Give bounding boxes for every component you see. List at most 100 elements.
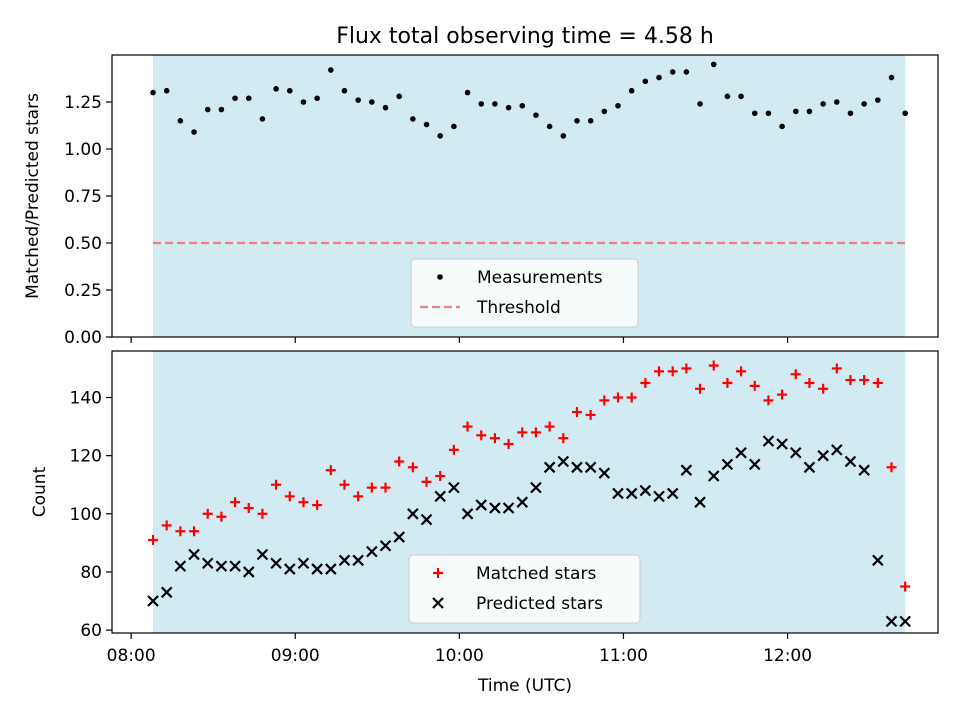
measurement-point [806, 108, 813, 115]
matched-star-point [886, 462, 897, 473]
matched-star-point [695, 383, 706, 394]
measurement-point [587, 118, 594, 124]
matched-star-point [517, 427, 528, 438]
matched-star-point [243, 502, 254, 513]
predicted-star-point [434, 490, 446, 503]
matched-star-point [900, 581, 911, 592]
predicted-legend-marker [432, 597, 444, 609]
predicted-star-point [571, 461, 583, 474]
predicted-star-point [735, 446, 747, 459]
matched-star-point [872, 377, 883, 388]
matched-star-point [462, 421, 473, 432]
matched-star-point [284, 491, 295, 502]
matched-star-point [804, 377, 815, 388]
measurement-point [751, 110, 758, 117]
predicted-star-point [160, 586, 173, 599]
matched-star-point [749, 380, 760, 391]
measurement-point [519, 102, 526, 109]
matched-star-point [394, 456, 405, 467]
predicted-star-point [352, 554, 364, 567]
predicted-star-point [229, 560, 241, 572]
measurement-point [560, 133, 567, 139]
predicted-legend-label: Predicted stars [476, 594, 603, 614]
measurement-point [546, 123, 553, 130]
measurement-point [738, 93, 744, 100]
measurement-point [218, 106, 225, 113]
predicted-star-point [270, 557, 282, 570]
measurement-point [792, 108, 799, 115]
measurement-point [423, 121, 430, 128]
matched-legend-marker [433, 568, 443, 578]
measurements-legend-label: Measurements [477, 268, 603, 288]
matched-star-point [654, 366, 665, 377]
matched-star-point [489, 433, 500, 444]
matched-star-point [831, 363, 842, 374]
predicted-star-point [899, 615, 911, 628]
predicted-star-point [666, 487, 679, 500]
measurement-point [656, 74, 662, 81]
predicted-star-point [721, 458, 734, 471]
matched-star-point [667, 366, 678, 377]
measurement-point [820, 101, 826, 107]
x-tick-label: 11:00 [599, 646, 648, 666]
measurement-point [396, 93, 402, 100]
measurement-point [464, 89, 471, 96]
predicted-star-point [502, 502, 515, 514]
measurement-point [300, 99, 307, 105]
measurement-point [150, 89, 156, 96]
measurements-legend-marker [437, 274, 443, 280]
predicted-star-point [325, 563, 337, 575]
measurement-point [875, 97, 881, 103]
matched-star-point [722, 377, 733, 388]
measurement-point [724, 93, 731, 100]
x-tick-label: 09:00 [271, 646, 320, 666]
measurement-point [861, 101, 867, 107]
predicted-star-point [379, 540, 392, 552]
x-axis-label: Time (UTC) [477, 676, 572, 696]
count-legend-box [408, 554, 641, 624]
y-tick-label: 60 [80, 621, 102, 641]
matched-star-point [558, 433, 569, 444]
matched-star-point [763, 395, 774, 406]
predicted-star-point [311, 563, 323, 575]
matched-star-point [339, 479, 350, 490]
matched-star-point [312, 500, 323, 511]
predicted-star-point [530, 481, 542, 494]
matched-star-point [366, 482, 377, 493]
measurement-point [615, 102, 621, 109]
ratio-legend: Measurements Threshold [410, 258, 639, 328]
matched-star-point [448, 444, 459, 455]
matched-star-point [859, 375, 870, 386]
predicted-star-point [284, 563, 296, 575]
measurement-point [601, 108, 608, 115]
ratio-legend-box [410, 258, 639, 328]
predicted-star-point [516, 496, 529, 508]
predicted-star-point [707, 470, 720, 482]
measurement-point [177, 118, 184, 124]
matched-star-point [476, 430, 487, 441]
measurement-point [286, 87, 293, 94]
matched-star-point [161, 520, 172, 531]
measurement-point [710, 61, 717, 68]
y-tick-label: 1.00 [64, 140, 102, 160]
measurement-point [273, 86, 279, 92]
measurement-point [204, 106, 211, 113]
x-tick-label: 12:00 [763, 646, 812, 666]
measurement-point [232, 95, 238, 102]
matched-star-point [189, 526, 200, 537]
matched-star-point [818, 383, 829, 394]
matched-star-point [230, 497, 241, 508]
matched-star-point [681, 363, 692, 374]
count-points [147, 360, 911, 628]
predicted-star-point [420, 513, 433, 526]
predicted-star-point [762, 435, 775, 447]
matched-star-point [202, 508, 213, 519]
y-tick-label: 1.25 [64, 93, 102, 113]
matched-star-point [530, 427, 541, 438]
x-tick-label: 10:00 [435, 646, 484, 666]
predicted-star-point [147, 595, 159, 607]
matched-star-point [148, 534, 159, 545]
ratio-x-ticks [130, 337, 789, 343]
measurement-point [355, 97, 361, 103]
predicted-star-point [885, 615, 898, 628]
